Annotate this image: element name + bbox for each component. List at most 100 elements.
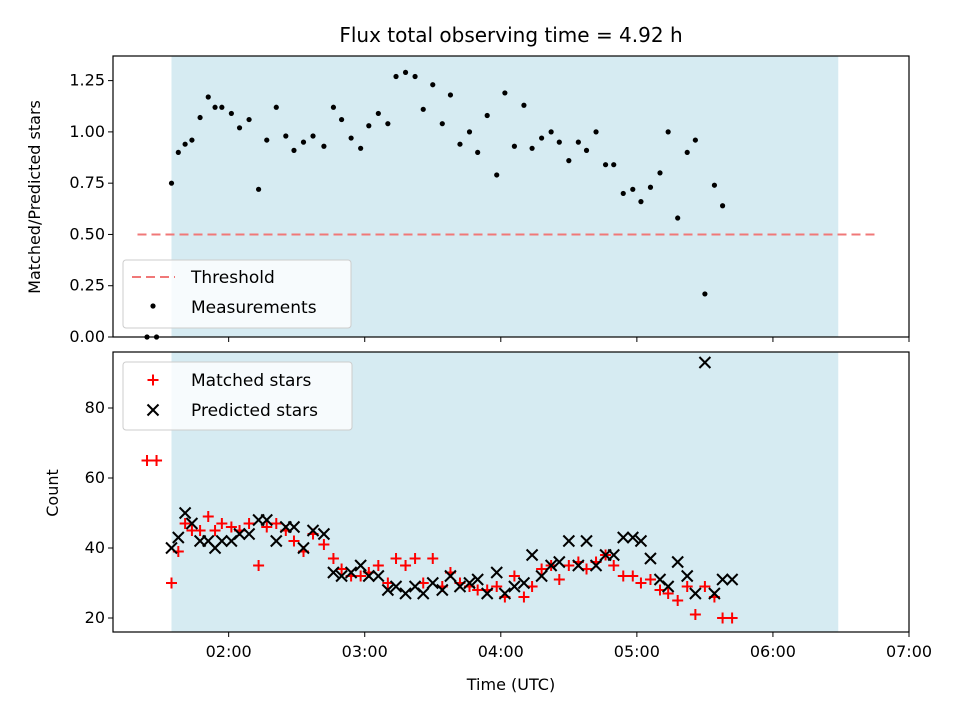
cross-b bbox=[335, 569, 348, 583]
legend-box bbox=[122, 361, 353, 431]
predicted-star-point bbox=[287, 520, 301, 534]
cross-b bbox=[178, 506, 192, 520]
x-tick-label: 02:00 bbox=[206, 642, 252, 661]
measurement-point bbox=[611, 162, 617, 168]
predicted-star-point bbox=[185, 517, 199, 530]
predicted-star-point bbox=[617, 531, 630, 544]
measurement-point bbox=[566, 158, 572, 164]
bottom-y-axis-label: Count bbox=[43, 469, 62, 517]
legend-measurements-label: Measurements bbox=[191, 298, 317, 318]
predicted-star-point bbox=[525, 548, 539, 562]
predicted-star-point bbox=[689, 587, 702, 600]
measurement-point bbox=[521, 102, 527, 108]
cross-b bbox=[580, 534, 593, 548]
measurement-point bbox=[300, 139, 307, 145]
measurement-point bbox=[283, 133, 289, 139]
top-y-axis-label: Matched/Predicted stars bbox=[25, 100, 44, 294]
matched-star-point bbox=[717, 612, 729, 624]
predicted-star-point bbox=[480, 587, 494, 600]
matched-star-point bbox=[472, 584, 484, 596]
predicted-star-point bbox=[681, 569, 694, 583]
predicted-star-point bbox=[708, 587, 721, 600]
measurement-point bbox=[412, 73, 418, 80]
cross-b bbox=[480, 587, 494, 600]
measurement-point bbox=[273, 104, 279, 110]
cross-b bbox=[399, 587, 412, 600]
matched-star-point bbox=[627, 570, 639, 582]
measurement-point bbox=[310, 133, 316, 139]
cross-b bbox=[453, 580, 467, 593]
matched-star-point bbox=[689, 609, 701, 620]
measurement-point bbox=[402, 69, 409, 76]
cross-b bbox=[490, 566, 503, 579]
matched-star-point bbox=[409, 553, 421, 564]
measurement-point bbox=[684, 149, 690, 156]
measurement-point bbox=[348, 135, 354, 141]
measurement-point bbox=[366, 123, 372, 129]
measurement-point bbox=[321, 143, 327, 149]
measurement-point bbox=[457, 141, 463, 147]
matched-star-point bbox=[662, 588, 674, 599]
y-tick-label: 0.75 bbox=[69, 173, 105, 192]
cross-b bbox=[444, 569, 457, 583]
measurement-point bbox=[447, 92, 454, 98]
measurement-point bbox=[430, 82, 436, 88]
measurement-point bbox=[358, 145, 364, 151]
cross-b bbox=[698, 356, 712, 369]
cross-b bbox=[165, 541, 178, 555]
y-tick-label: 20 bbox=[85, 608, 105, 627]
measurement-point bbox=[189, 137, 195, 143]
measurement-point bbox=[338, 116, 345, 123]
x-tick-label: 07:00 bbox=[886, 642, 932, 661]
matched-star-point bbox=[491, 581, 503, 592]
predicted-star-point bbox=[453, 580, 467, 593]
predicted-star-point bbox=[297, 541, 310, 555]
predicted-star-point bbox=[381, 583, 395, 597]
matched-star-point bbox=[209, 525, 221, 536]
matched-star-point bbox=[216, 518, 228, 529]
cross-b bbox=[233, 527, 246, 541]
cross-b bbox=[681, 569, 694, 583]
measurement-point bbox=[494, 172, 500, 178]
matched-star-point bbox=[318, 539, 330, 550]
measurement-point bbox=[692, 137, 698, 143]
matched-star-point bbox=[151, 455, 163, 466]
cross-b bbox=[215, 534, 229, 548]
matched-star-point bbox=[672, 595, 684, 606]
top-panel: 0.00 0.25 0.50 0.75 1.00 1.25 Matched/Predict… bbox=[25, 55, 910, 346]
cross-b bbox=[202, 534, 215, 548]
cross-b bbox=[372, 569, 385, 583]
predicted-star-point bbox=[498, 587, 512, 600]
predicted-star-point bbox=[553, 555, 566, 569]
legend-threshold-label: Threshold bbox=[190, 268, 275, 288]
predicted-star-point bbox=[716, 573, 729, 586]
cross-b bbox=[525, 548, 539, 562]
cross-b bbox=[498, 587, 512, 600]
predicted-star-point bbox=[661, 580, 675, 593]
cross-b bbox=[287, 520, 301, 534]
measurement-point bbox=[719, 203, 726, 209]
cross-b bbox=[544, 559, 558, 572]
predicted-star-point bbox=[389, 580, 403, 593]
top-legend: Threshold Measurements bbox=[122, 259, 352, 329]
measurement-point bbox=[291, 147, 297, 153]
measurement-point bbox=[175, 149, 181, 156]
x-tick-label: 03:00 bbox=[342, 642, 388, 661]
cross-b bbox=[327, 566, 340, 579]
cross-b bbox=[417, 587, 430, 600]
predicted-star-point bbox=[607, 548, 620, 562]
cross-b bbox=[716, 573, 729, 586]
measurement-point bbox=[393, 73, 399, 80]
predicted-star-point bbox=[362, 569, 376, 583]
cross-b bbox=[572, 559, 585, 572]
matched-star-point bbox=[141, 455, 153, 466]
matched-star-point bbox=[288, 535, 300, 547]
cross-b bbox=[146, 403, 160, 417]
matched-star-point bbox=[194, 525, 206, 536]
predicted-star-point bbox=[535, 569, 548, 583]
cross-b bbox=[653, 573, 667, 586]
cross-b bbox=[362, 569, 376, 583]
cross-b bbox=[508, 580, 521, 593]
predicted-star-point bbox=[317, 527, 331, 541]
